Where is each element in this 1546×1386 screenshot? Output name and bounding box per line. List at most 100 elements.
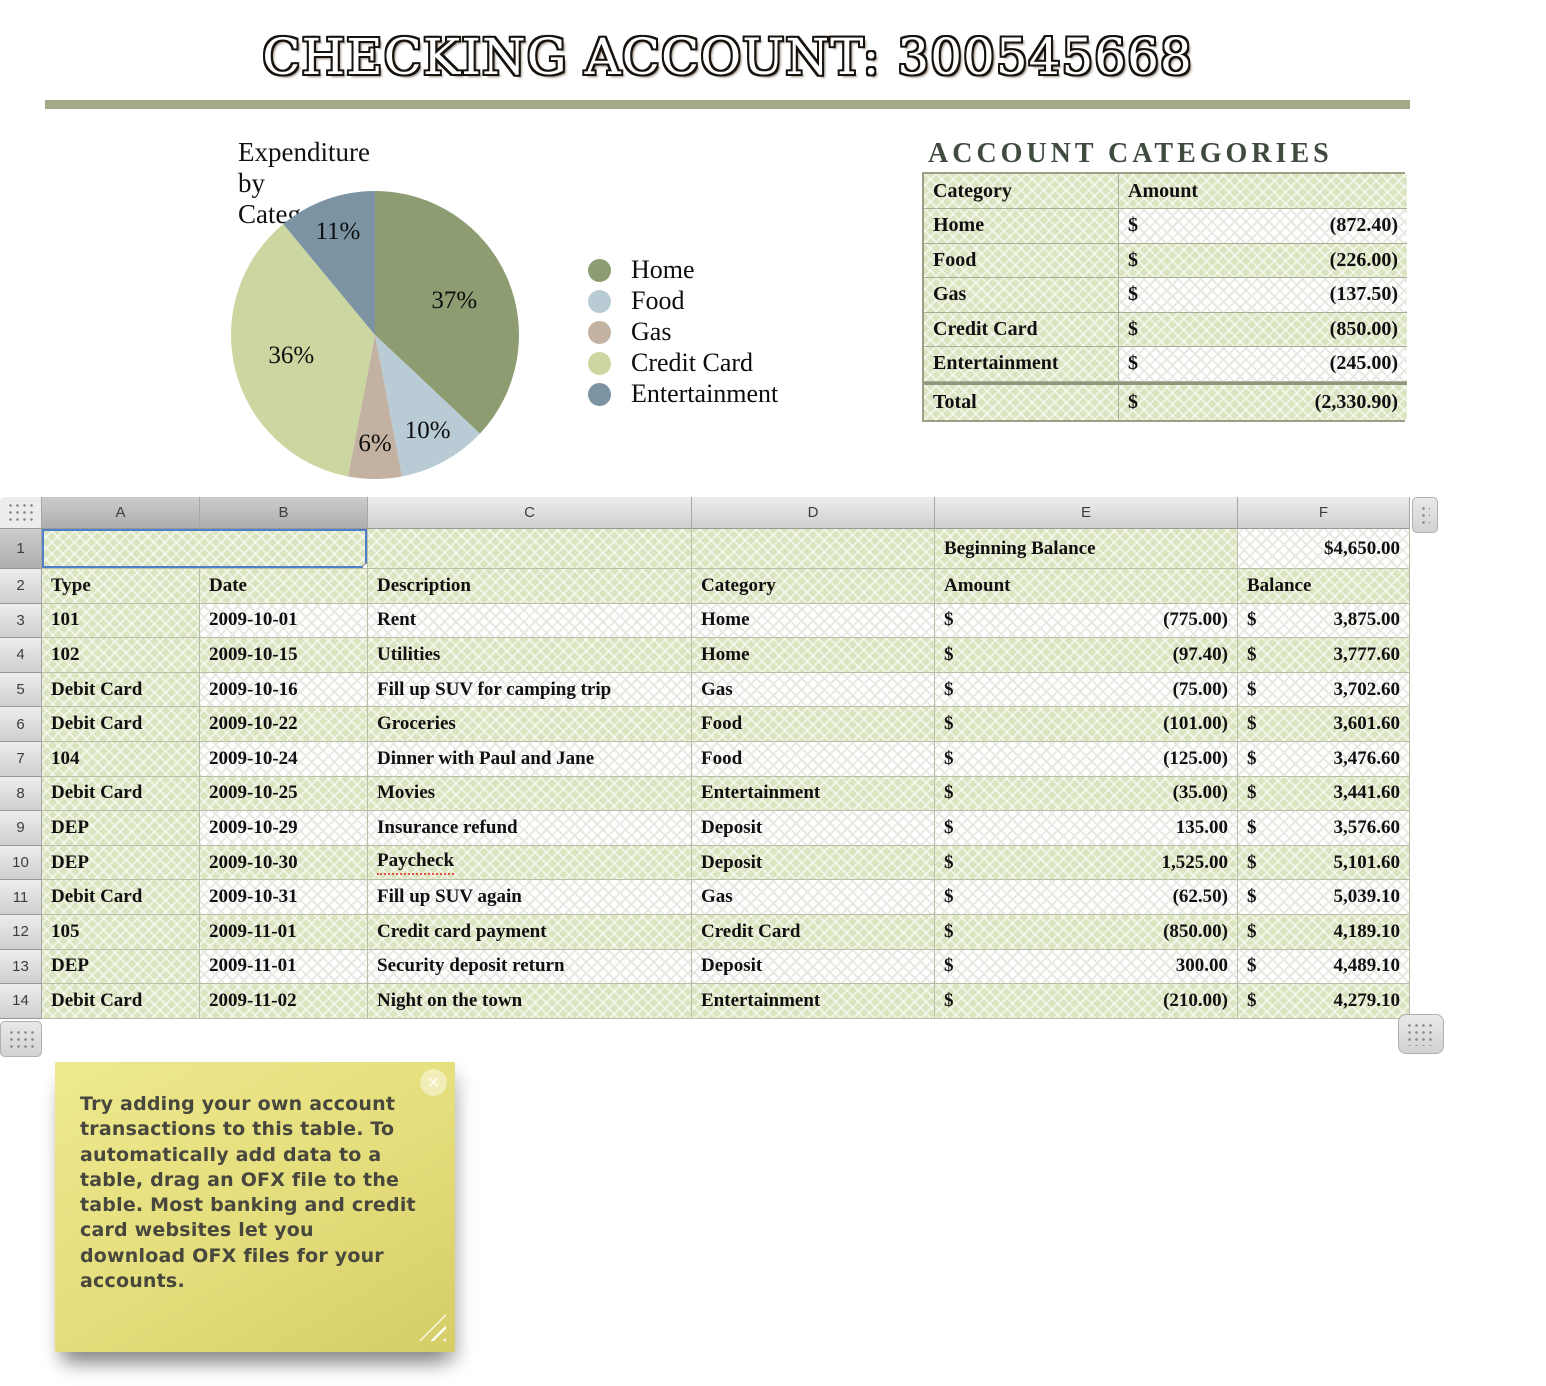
column-header-c[interactable]: C: [368, 497, 692, 529]
row-header-4[interactable]: 4: [0, 638, 42, 673]
cell-type[interactable]: Debit Card: [42, 776, 200, 812]
cell-amount[interactable]: $1,525.00: [935, 845, 1238, 881]
category-amount-cell[interactable]: $ (872.40): [1119, 209, 1407, 244]
cell-type[interactable]: Debit Card: [42, 880, 200, 915]
legend-item[interactable]: Gas: [588, 319, 778, 345]
cell-date[interactable]: 2009-11-01: [200, 914, 368, 950]
cell-type[interactable]: 101: [42, 603, 200, 639]
selected-cell-a1-b1[interactable]: [42, 529, 368, 569]
cell-description[interactable]: Rent: [368, 603, 692, 639]
add-row-handle[interactable]: [0, 1021, 42, 1057]
cell-d1[interactable]: [692, 529, 935, 569]
cell-balance[interactable]: $5,101.60: [1238, 845, 1410, 881]
cell-category[interactable]: Gas: [692, 672, 935, 708]
legend-item[interactable]: Home: [588, 257, 778, 283]
categories-header-category[interactable]: Category: [924, 174, 1119, 209]
cell-type[interactable]: Debit Card: [42, 672, 200, 708]
cell-type[interactable]: DEP: [42, 845, 200, 881]
cell-balance[interactable]: $4,189.10: [1238, 914, 1410, 950]
cell-balance[interactable]: $3,441.60: [1238, 776, 1410, 812]
row-header-14[interactable]: 14: [0, 984, 42, 1019]
row-header-7[interactable]: 7: [0, 741, 42, 777]
cell-description[interactable]: Paycheck: [368, 845, 692, 881]
category-amount-cell[interactable]: $ (226.00): [1119, 243, 1407, 278]
cell-description[interactable]: Dinner with Paul and Jane: [368, 741, 692, 777]
header-cell-date[interactable]: Date: [200, 569, 368, 604]
legend-item[interactable]: Credit Card: [588, 350, 778, 376]
header-cell-balance[interactable]: Balance: [1238, 569, 1410, 604]
cell-category[interactable]: Home: [692, 603, 935, 639]
category-amount-cell[interactable]: $ (850.00): [1119, 312, 1407, 347]
cell-category[interactable]: Entertainment: [692, 776, 935, 812]
cell-date[interactable]: 2009-11-02: [200, 984, 368, 1019]
column-header-e[interactable]: E: [935, 497, 1238, 529]
cell-category[interactable]: Credit Card: [692, 914, 935, 950]
cell-description[interactable]: Fill up SUV for camping trip: [368, 672, 692, 708]
category-name-cell[interactable]: Home: [924, 209, 1119, 244]
add-column-handle[interactable]: [1412, 497, 1438, 533]
sticky-note[interactable]: ✕ Try adding your own account transactio…: [55, 1062, 455, 1352]
cell-description[interactable]: Fill up SUV again: [368, 880, 692, 915]
cell-type[interactable]: 105: [42, 914, 200, 950]
cell-balance[interactable]: $3,702.60: [1238, 672, 1410, 708]
cell-date[interactable]: 2009-10-15: [200, 638, 368, 673]
note-close-button[interactable]: ✕: [420, 1069, 447, 1096]
cell-balance[interactable]: $4,489.10: [1238, 949, 1410, 985]
legend-item[interactable]: Entertainment: [588, 381, 778, 407]
row-header-11[interactable]: 11: [0, 880, 42, 915]
cell-date[interactable]: 2009-10-31: [200, 880, 368, 915]
cell-amount[interactable]: $ (75.00): [935, 672, 1238, 708]
cell-category[interactable]: Food: [692, 707, 935, 742]
beginning-balance-label-cell[interactable]: Beginning Balance: [935, 529, 1238, 569]
row-header-9[interactable]: 9: [0, 811, 42, 846]
cell-amount[interactable]: $135.00: [935, 811, 1238, 846]
row-header-5[interactable]: 5: [0, 672, 42, 708]
cell-date[interactable]: 2009-10-01: [200, 603, 368, 639]
cell-amount[interactable]: $ (125.00): [935, 741, 1238, 777]
row-header-2[interactable]: 2: [0, 569, 42, 604]
cell-amount[interactable]: $ (101.00): [935, 707, 1238, 742]
cell-description[interactable]: Insurance refund: [368, 811, 692, 846]
cell-type[interactable]: 102: [42, 638, 200, 673]
cell-category[interactable]: Deposit: [692, 811, 935, 846]
cell-balance[interactable]: $4,279.10: [1238, 984, 1410, 1019]
row-header-6[interactable]: 6: [0, 707, 42, 742]
table-resize-handle[interactable]: [1398, 1014, 1444, 1054]
row-header-3[interactable]: 3: [0, 603, 42, 639]
cell-type[interactable]: DEP: [42, 949, 200, 985]
cell-balance[interactable]: $3,601.60: [1238, 707, 1410, 742]
category-amount-cell[interactable]: $ (137.50): [1119, 278, 1407, 313]
cell-type[interactable]: Debit Card: [42, 984, 200, 1019]
cell-description[interactable]: Utilities: [368, 638, 692, 673]
legend-item[interactable]: Food: [588, 288, 778, 314]
total-amount-cell[interactable]: $ (2,330.90): [1119, 381, 1407, 420]
cell-balance[interactable]: $3,476.60: [1238, 741, 1410, 777]
row-header-8[interactable]: 8: [0, 776, 42, 812]
cell-amount[interactable]: $ (62.50): [935, 880, 1238, 915]
cell-description[interactable]: Security deposit return: [368, 949, 692, 985]
header-cell-description[interactable]: Description: [368, 569, 692, 604]
cell-amount[interactable]: $ (35.00): [935, 776, 1238, 812]
header-cell-category[interactable]: Category: [692, 569, 935, 604]
cell-description[interactable]: Credit card payment: [368, 914, 692, 950]
row-header-13[interactable]: 13: [0, 949, 42, 985]
pie-slice-gas[interactable]: [348, 335, 402, 480]
cell-description[interactable]: Groceries: [368, 707, 692, 742]
cell-balance[interactable]: $3,576.60: [1238, 811, 1410, 846]
cell-amount[interactable]: $ (97.40): [935, 638, 1238, 673]
pie-chart[interactable]: 37% 10% 6% 36% 11%: [225, 185, 525, 485]
row-header-10[interactable]: 10: [0, 845, 42, 881]
cell-type[interactable]: 104: [42, 741, 200, 777]
cell-amount[interactable]: $ (850.00): [935, 914, 1238, 950]
cell-date[interactable]: 2009-10-29: [200, 811, 368, 846]
cell-description[interactable]: Night on the town: [368, 984, 692, 1019]
selection-handle[interactable]: [362, 563, 367, 568]
cell-category[interactable]: Entertainment: [692, 984, 935, 1019]
cell-category[interactable]: Gas: [692, 880, 935, 915]
cell-amount[interactable]: $ (775.00): [935, 603, 1238, 639]
beginning-balance-value-cell[interactable]: $4,650.00: [1238, 529, 1410, 569]
cell-date[interactable]: 2009-10-24: [200, 741, 368, 777]
note-resize-handle[interactable]: [419, 1314, 446, 1341]
pie-slice-credit-card[interactable]: [231, 224, 375, 477]
row-header-1[interactable]: 1: [0, 529, 42, 569]
